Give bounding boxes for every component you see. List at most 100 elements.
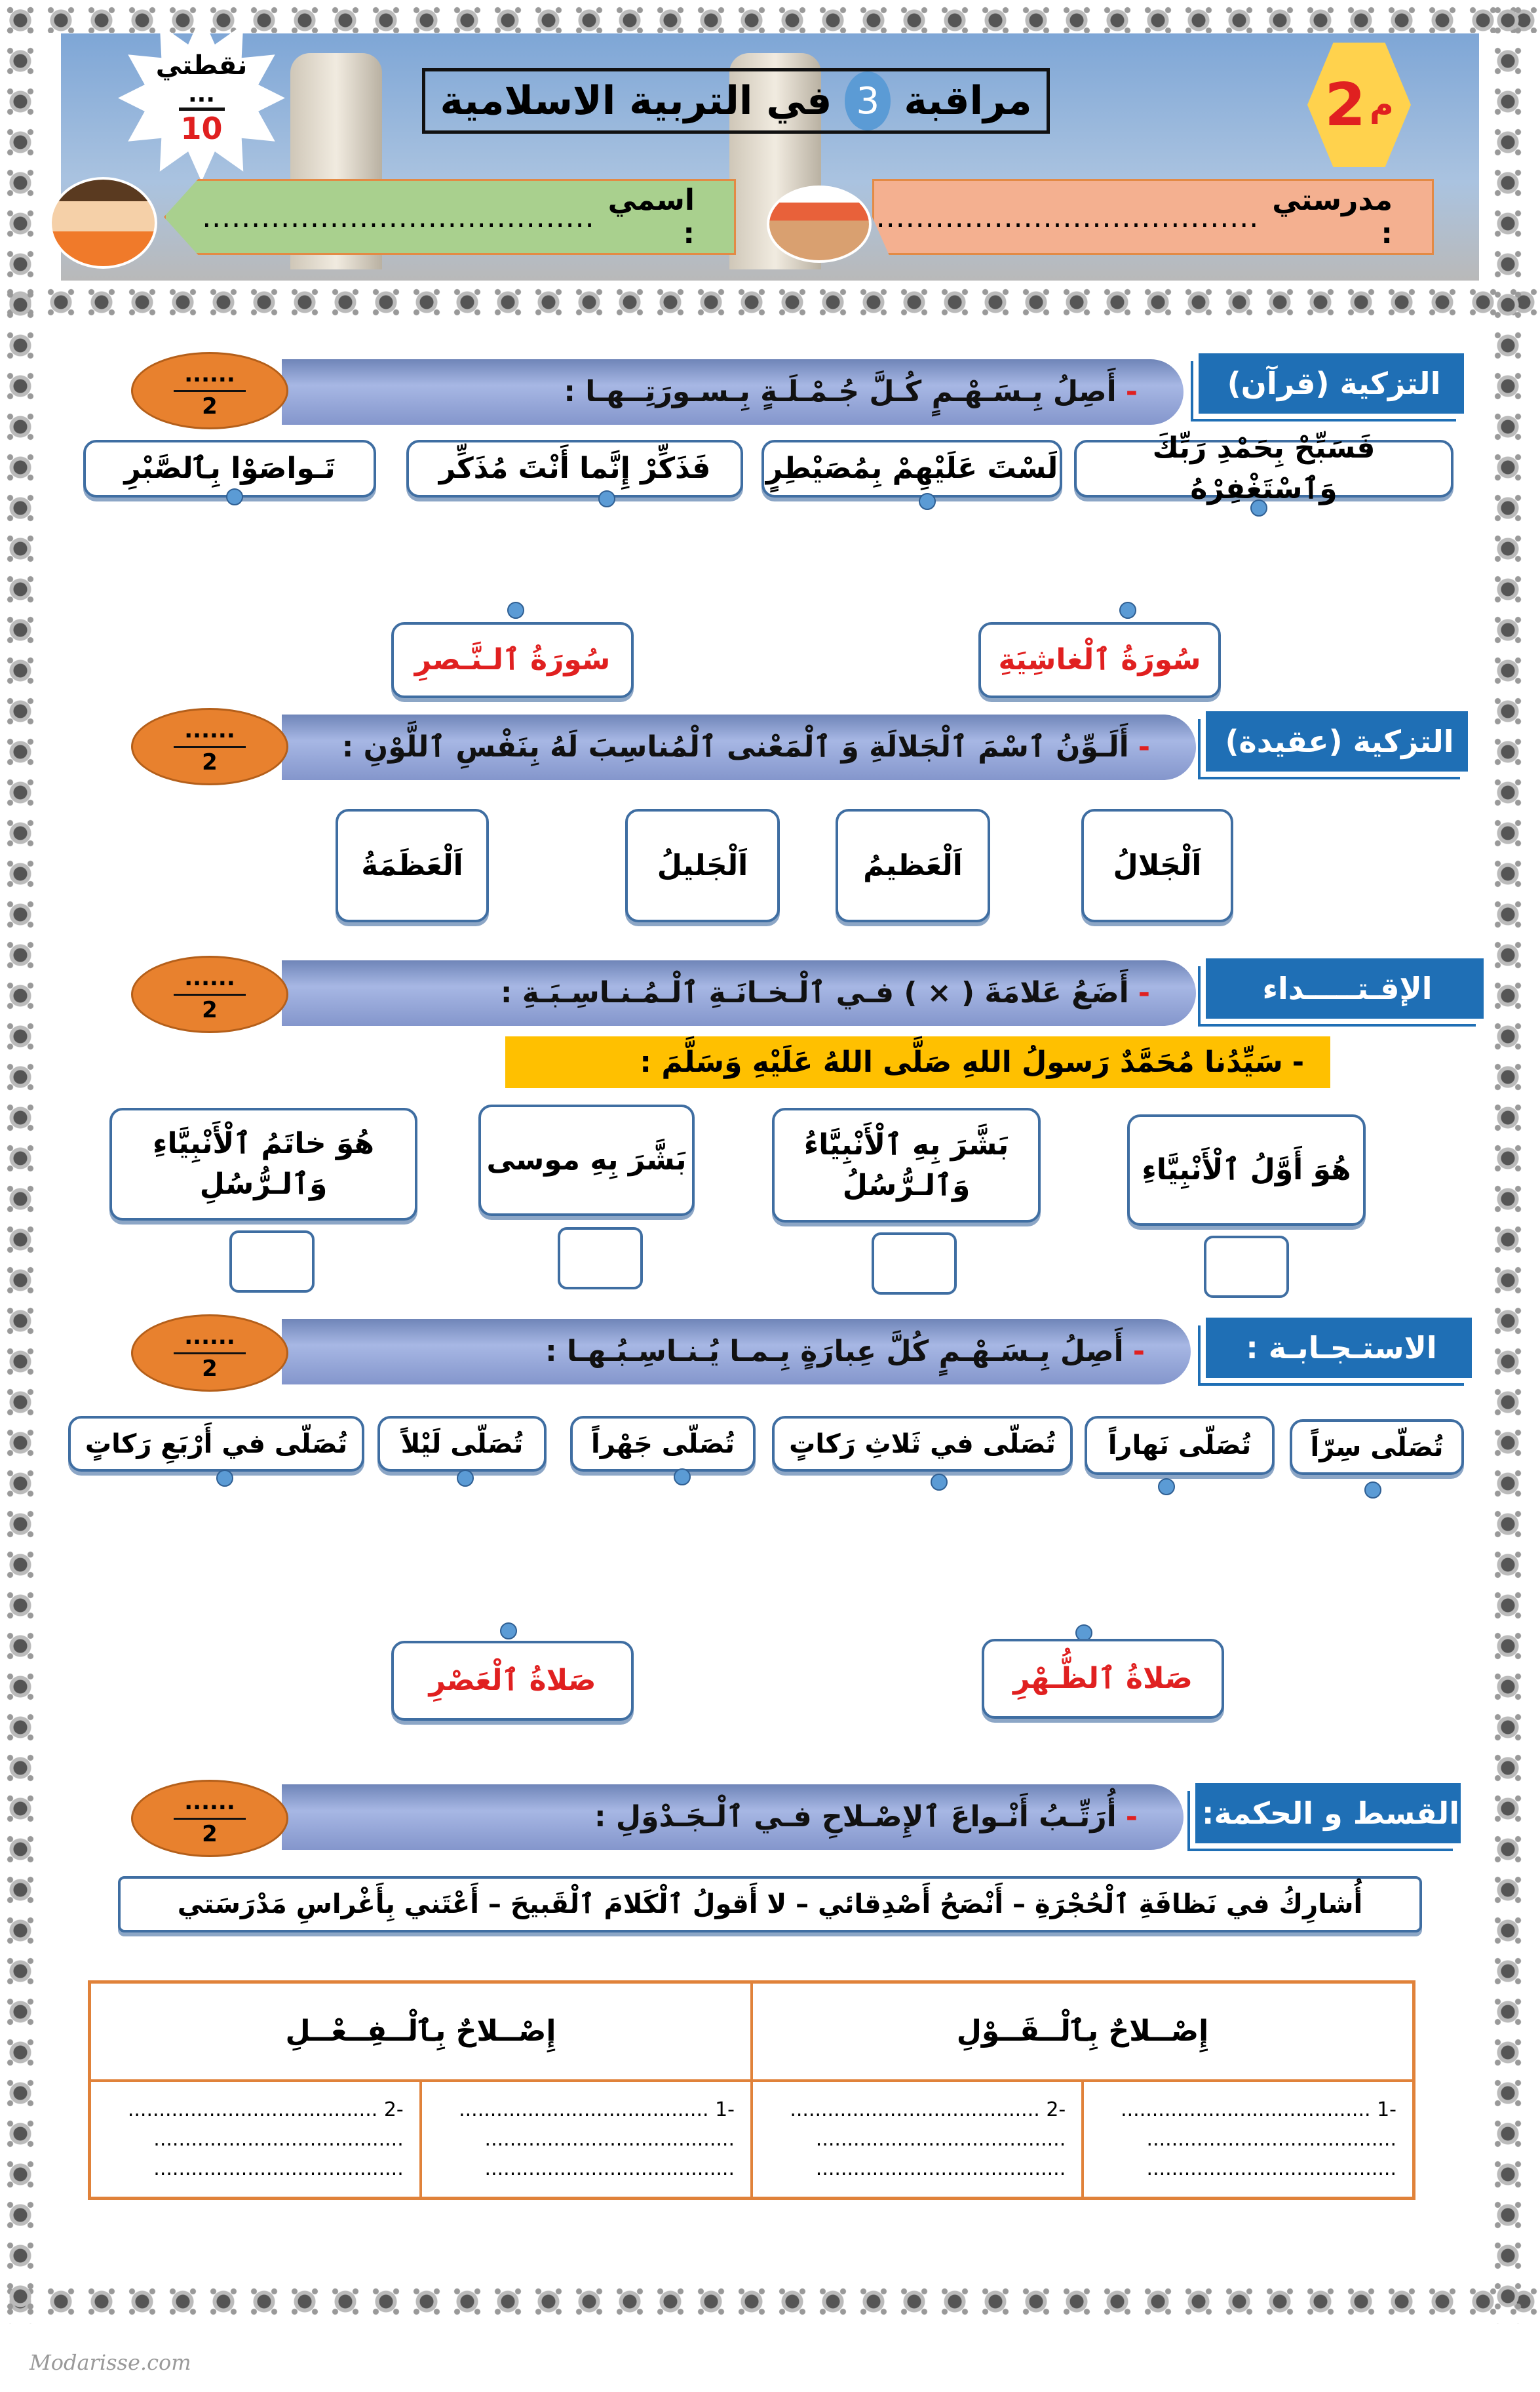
- student-avatar: [49, 177, 157, 269]
- title-subject: في التربية الاسلامية: [440, 78, 832, 124]
- connector-dot[interactable]: [1364, 1481, 1381, 1499]
- level-number: 2: [1324, 70, 1366, 140]
- title-text: مراقبة: [904, 78, 1032, 124]
- footer-watermark: Modarisse.com: [29, 2350, 191, 2375]
- answer-line[interactable]: ........................................: [484, 2157, 735, 2180]
- prayer-option[interactable]: تُصَلّى جَهْراً: [570, 1416, 756, 1472]
- points-oval: ...... 2: [131, 956, 288, 1033]
- school-field[interactable]: مدرستي :................................…: [872, 179, 1434, 255]
- connector-dot[interactable]: [1158, 1478, 1175, 1495]
- table-cell[interactable]: -2 .....................................…: [750, 2079, 1085, 2199]
- prayer-option[interactable]: تُصَلّى في ثَلاثِ رَكاتٍ: [772, 1416, 1073, 1472]
- verse-option[interactable]: لَسْتَ عَلَيْهِمْ بِمُصَيْطِرٍ: [761, 440, 1062, 498]
- answer-line[interactable]: -1 .....................................…: [1121, 2098, 1396, 2121]
- verse-option[interactable]: فَسَبِّحْ بِحَمْدِ رَبِّكَ وَٱسْتَغْفِرْ…: [1074, 431, 1453, 505]
- bullet: -: [1138, 730, 1150, 764]
- answer-checkbox[interactable]: [229, 1230, 315, 1293]
- surah-target[interactable]: سُورَةُ ٱلـنَّـصرِ: [391, 622, 634, 698]
- answer-line[interactable]: ........................................: [153, 2127, 404, 2151]
- prayer-option[interactable]: تُصَلّى نَهاراً: [1085, 1416, 1275, 1475]
- prayer-option[interactable]: تُصَلّى في أَرْبَعِ رَكاتٍ: [68, 1416, 364, 1472]
- ornament-border-left: [0, 0, 41, 2324]
- ornament-border-header-bottom: [0, 282, 1540, 323]
- answer-line[interactable]: -2 .....................................…: [127, 2098, 404, 2121]
- name-option[interactable]: اَلْعَظَمَةُ: [336, 809, 489, 922]
- answer-line[interactable]: ........................................: [1146, 2157, 1396, 2180]
- table-header-speech: إِصْــلاحٌ بِٱلْــقَــوْلِ: [750, 1980, 1415, 2082]
- name-field[interactable]: اسمي :..................................…: [164, 179, 736, 255]
- answer-checkbox[interactable]: [872, 1232, 957, 1295]
- instruction-bar: - أَصِلُ بِـسَـهْـمٍ كُلَّ عِبارَةٍ بِـمـ…: [282, 1319, 1191, 1384]
- name-blank[interactable]: ........................................: [202, 200, 595, 234]
- classification-table: إِصْــلاحٌ بِٱلْــقَــوْلِ إِصْــلاحٌ بِ…: [88, 1980, 1415, 2200]
- points-oval: ...... 2: [131, 1780, 288, 1857]
- instruction-bar: - أَلَـوِّنُ ٱسْمَ ٱلْجَلالَةِ وَ ٱلْمَعْ…: [282, 715, 1196, 780]
- prayer-option[interactable]: تُصَلّى سِرّاً: [1290, 1419, 1464, 1475]
- table-cell[interactable]: -1 .....................................…: [419, 2079, 754, 2199]
- statement-text: سَيِّدُنا مُحَمَّدٌ رَسولُ اللهِ صَلَّى …: [640, 1046, 1283, 1079]
- connector-dot[interactable]: [216, 1470, 233, 1487]
- answer-line[interactable]: ........................................: [815, 2127, 1066, 2151]
- ornament-border-bottom: [0, 2281, 1540, 2322]
- verse-option[interactable]: تَـواصَوْا بِٱلصَّبْرِ: [83, 440, 376, 498]
- connector-dot[interactable]: [457, 1470, 474, 1487]
- answer-checkbox[interactable]: [558, 1227, 643, 1289]
- points-blank[interactable]: ......: [184, 717, 235, 744]
- statement-banner: - سَيِّدُنا مُحَمَّدٌ رَسولُ اللهِ صَلَّى…: [505, 1036, 1330, 1088]
- school-blank[interactable]: ........................................: [866, 200, 1260, 234]
- page-title: مراقبة 3 في التربية الاسلامية: [422, 68, 1050, 134]
- table-cell[interactable]: -1 .....................................…: [1081, 2079, 1415, 2199]
- instruction-bar: - أَصِلُ بِـسَـهْـمٍ كُـلَّ جُـمْـلَـةٍ ب…: [282, 359, 1184, 425]
- connector-dot[interactable]: [500, 1622, 517, 1639]
- points-blank[interactable]: ......: [184, 361, 235, 388]
- answer-line[interactable]: -2 .....................................…: [790, 2098, 1066, 2121]
- connector-dot[interactable]: [598, 490, 615, 507]
- statement-option: بَشَّرَ بِهِ ٱلْأَنْبِيَّاءُ وَٱلـرُّسُل…: [772, 1108, 1041, 1223]
- instruction-text: أَضَعُ عَلامَةَ ( × ) فـي ٱلْـخـانَـةِ ٱ…: [500, 976, 1129, 1010]
- points-total: 2: [202, 996, 218, 1023]
- points-total: 2: [202, 1820, 218, 1847]
- bullet: -: [1292, 1046, 1304, 1079]
- exam-number-badge: 3: [845, 71, 891, 130]
- points-oval: ...... 2: [131, 1314, 288, 1392]
- prayer-target[interactable]: صَلاةُ ٱلظُّـهْرِ: [982, 1639, 1224, 1719]
- connector-dot[interactable]: [1075, 1624, 1092, 1641]
- connector-dot[interactable]: [226, 488, 243, 505]
- score-blank[interactable]: ...: [187, 80, 216, 108]
- connector-dot[interactable]: [1119, 602, 1136, 619]
- statement-option: هُوَ أَوَّلُ ٱلْأَنْبِيَّاءِ: [1127, 1114, 1366, 1226]
- answer-line[interactable]: ........................................: [1146, 2127, 1396, 2151]
- points-blank[interactable]: ......: [184, 965, 235, 992]
- name-option[interactable]: اَلْجَليلُ: [625, 809, 780, 922]
- connector-dot[interactable]: [507, 602, 524, 619]
- instruction-text: أَصِلُ بِـسَـهْـمٍ كُـلَّ جُـمْـلَـةٍ بِ…: [564, 375, 1117, 409]
- table-cell[interactable]: -2 .....................................…: [88, 2079, 422, 2199]
- answer-line[interactable]: -1 .....................................…: [459, 2098, 735, 2121]
- connector-dot[interactable]: [674, 1468, 691, 1485]
- school-label: مدرستي :: [1272, 184, 1393, 250]
- name-option[interactable]: اَلْجَلالُ: [1081, 809, 1233, 922]
- surah-target[interactable]: سُورَةُ ٱلْغاشِيَةِ: [978, 622, 1221, 698]
- section-label-aqida: التزكية (عقيدة): [1206, 711, 1468, 772]
- answer-line[interactable]: ........................................: [153, 2157, 404, 2180]
- answer-checkbox[interactable]: [1204, 1236, 1289, 1298]
- points-blank[interactable]: ......: [184, 1789, 235, 1816]
- instruction-text: أَصِلُ بِـسَـهْـمٍ كُلَّ عِبارَةٍ بِـمـا…: [545, 1335, 1124, 1369]
- connector-dot[interactable]: [1250, 500, 1267, 517]
- prayer-option[interactable]: تُصَلّى لَيْلاً: [377, 1416, 547, 1472]
- points-blank[interactable]: ......: [184, 1323, 235, 1350]
- instruction-text: أَلَـوِّنُ ٱسْمَ ٱلْجَلالَةِ وَ ٱلْمَعْن…: [341, 730, 1129, 764]
- verse-option[interactable]: فَذَكِّرْ إِنَّما أَنْتَ مُذَكِّر: [406, 440, 743, 498]
- answer-line[interactable]: ........................................: [815, 2157, 1066, 2180]
- table-header-action: إِصْــلاحٌ بِٱلْــفِــعْــلِ: [88, 1980, 753, 2082]
- answer-line[interactable]: ........................................: [484, 2127, 735, 2151]
- connector-dot[interactable]: [919, 493, 936, 510]
- bullet: -: [1125, 1800, 1138, 1834]
- prayer-target[interactable]: صَلاةُ ٱلْعَصْرِ: [391, 1641, 634, 1721]
- points-total: 2: [202, 1355, 218, 1382]
- statement-option: بَشَّرَ بِهِ موسى: [478, 1105, 695, 1216]
- connector-dot[interactable]: [931, 1474, 948, 1491]
- name-option[interactable]: اَلْعَظيمُ: [836, 809, 990, 922]
- bullet: -: [1125, 375, 1138, 409]
- instruction-bar: - أُرَتِّـبُ أَنْـواعَ ٱلإِصْـلاحِ فـي ٱل…: [282, 1784, 1184, 1850]
